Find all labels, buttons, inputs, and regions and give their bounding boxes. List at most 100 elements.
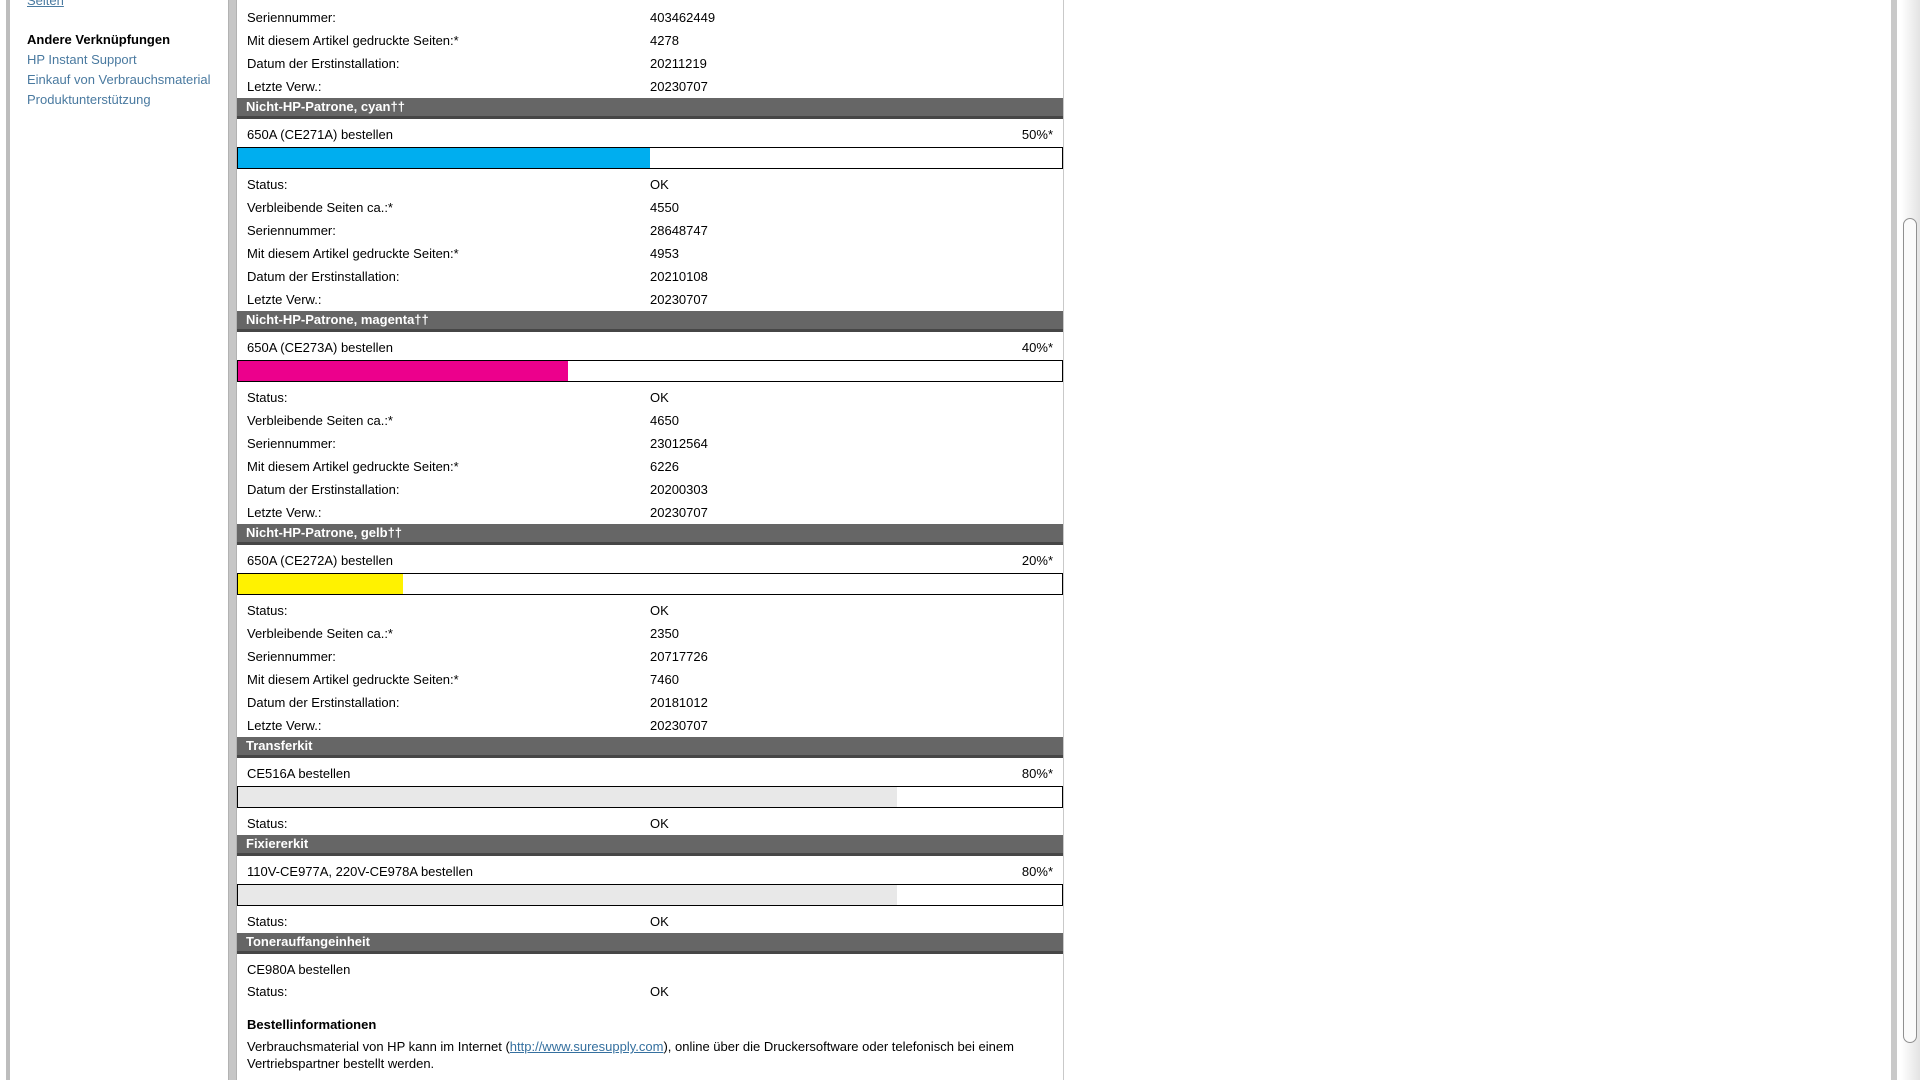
- detail-label: Datum der Erstinstallation:: [247, 269, 400, 284]
- sidebar-item-produktunterstuetzung[interactable]: Produktunterstützung: [27, 92, 151, 107]
- detail-value: 20230707: [650, 505, 708, 520]
- level-bar-fill: [238, 574, 403, 594]
- level-percent: 80%*: [1021, 864, 1053, 879]
- sidebar-item-einkauf-verbrauchsmaterial[interactable]: Einkauf von Verbrauchsmaterial: [27, 72, 211, 87]
- detail-label: Letzte Verw.:: [247, 292, 322, 307]
- order-label: 650A (CE271A) bestellen: [247, 127, 393, 142]
- detail-row: Mit diesem Artikel gedruckte Seiten:* 62…: [237, 455, 1063, 478]
- detail-row: Datum der Erstinstallation: 20210108: [237, 265, 1063, 288]
- detail-rows: Status: OK: [237, 910, 1063, 933]
- detail-label: Status:: [247, 390, 288, 405]
- section-header: Nicht-HP-Patrone, cyan††: [237, 98, 1063, 119]
- detail-value: 4953: [650, 246, 679, 261]
- sidebar-section-title: Andere Verknüpfungen: [27, 32, 171, 47]
- detail-label: Seriennummer:: [247, 649, 336, 664]
- supply-section: Nicht-HP-Patrone, cyan†† 650A (CE271A) b…: [237, 98, 1063, 311]
- order-row: CE980A bestellen: [237, 954, 1063, 980]
- detail-label: Letzte Verw.:: [247, 79, 322, 94]
- scrollbar-thumb[interactable]: [1903, 218, 1917, 1043]
- detail-row: Datum der Erstinstallation: 20181012: [237, 691, 1063, 714]
- detail-value: 20717726: [650, 649, 708, 664]
- detail-value: OK: [650, 984, 669, 999]
- detail-row: Mit diesem Artikel gedruckte Seiten:* 49…: [237, 242, 1063, 265]
- detail-value: 4278: [650, 33, 679, 48]
- detail-row: Verbleibende Seiten ca.:* 4550: [237, 196, 1063, 219]
- detail-value: 403462449: [650, 10, 716, 25]
- detail-label: Seriennummer:: [247, 10, 336, 25]
- level-bar-fill: [238, 787, 898, 807]
- detail-value: 20211219: [650, 56, 707, 71]
- detail-label: Datum der Erstinstallation:: [247, 56, 400, 71]
- detail-row: Letzte Verw.: 20230707: [237, 714, 1063, 737]
- order-label: 650A (CE273A) bestellen: [247, 340, 393, 355]
- level-bar-fill: [238, 148, 650, 168]
- detail-label: Status:: [247, 603, 288, 618]
- detail-label: Seriennummer:: [247, 223, 336, 238]
- detail-label: Letzte Verw.:: [247, 718, 322, 733]
- sidebar-item-hp-instant-support[interactable]: HP Instant Support: [27, 52, 137, 67]
- supply-section: Fixiererkit 110V-CE977A, 220V-CE978A bes…: [237, 835, 1063, 933]
- detail-label: Letzte Verw.:: [247, 505, 322, 520]
- order-label: CE980A bestellen: [247, 962, 351, 977]
- order-info-pre: Verbrauchsmaterial von HP kann im Intern…: [247, 1039, 510, 1054]
- detail-row: Seriennummer: 403462449: [237, 6, 1063, 29]
- sidebar-item-seiten[interactable]: Seiten: [27, 0, 64, 8]
- detail-row: Datum der Erstinstallation: 20200303: [237, 478, 1063, 501]
- detail-value: 20230707: [650, 718, 708, 733]
- detail-row: Letzte Verw.: 20230707: [237, 501, 1063, 524]
- detail-row: Seriennummer: 20717726: [237, 645, 1063, 668]
- detail-value: OK: [650, 816, 669, 831]
- detail-label: Mit diesem Artikel gedruckte Seiten:*: [247, 672, 459, 687]
- section-header: Transferkit: [237, 737, 1063, 758]
- detail-row: Seriennummer: 28648747: [237, 219, 1063, 242]
- detail-row: Status: OK: [237, 386, 1063, 409]
- order-label: CE516A bestellen: [247, 766, 351, 781]
- detail-label: Seriennummer:: [247, 436, 336, 451]
- detail-rows: Status: OK Verbleibende Seiten ca.:* 465…: [237, 386, 1063, 524]
- level-percent: 20%*: [1021, 553, 1053, 568]
- detail-row: Verbleibende Seiten ca.:* 4650: [237, 409, 1063, 432]
- detail-rows: Status: OK: [237, 812, 1063, 835]
- detail-label: Mit diesem Artikel gedruckte Seiten:*: [247, 459, 459, 474]
- detail-row: Verbleibende Seiten ca.:* 2350: [237, 622, 1063, 645]
- detail-value: OK: [650, 603, 669, 618]
- detail-rows: Status: OK: [237, 980, 1063, 1003]
- detail-row: Mit diesem Artikel gedruckte Seiten:* 74…: [237, 668, 1063, 691]
- detail-value: 7460: [650, 672, 679, 687]
- detail-label: Status:: [247, 177, 288, 192]
- order-info-title: Bestellinformationen: [247, 1017, 377, 1032]
- supply-section: Tonerauffangeinheit CE980A bestellen Sta…: [237, 933, 1063, 1003]
- detail-label: Mit diesem Artikel gedruckte Seiten:*: [247, 246, 459, 261]
- detail-row: Letzte Verw.: 20230707: [237, 75, 1063, 98]
- detail-value: OK: [650, 390, 669, 405]
- supply-sections: Seriennummer: 403462449 Mit diesem Artik…: [237, 6, 1063, 1003]
- detail-label: Status:: [247, 984, 288, 999]
- level-bar: [237, 786, 1063, 808]
- window-left-border: [6, 0, 10, 1080]
- order-row: 650A (CE271A) bestellen 50%*: [237, 119, 1063, 145]
- detail-value: OK: [650, 914, 669, 929]
- vertical-scrollbar[interactable]: [1901, 0, 1920, 1080]
- frame-divider: [228, 0, 237, 1080]
- level-percent: 40%*: [1021, 340, 1053, 355]
- detail-row: Status: OK: [237, 910, 1063, 933]
- order-row: 110V-CE977A, 220V-CE978A bestellen 80%*: [237, 856, 1063, 882]
- detail-row: Mit diesem Artikel gedruckte Seiten:* 42…: [237, 29, 1063, 52]
- supply-section: Seriennummer: 403462449 Mit diesem Artik…: [237, 6, 1063, 98]
- detail-value: 2350: [650, 626, 679, 641]
- section-header: Nicht-HP-Patrone, gelb††: [237, 524, 1063, 545]
- detail-row: Status: OK: [237, 173, 1063, 196]
- detail-value: OK: [650, 177, 669, 192]
- detail-row: Datum der Erstinstallation: 20211219: [237, 52, 1063, 75]
- suresupply-link[interactable]: http://www.suresupply.com: [509, 1039, 664, 1054]
- detail-value: 4550: [650, 200, 679, 215]
- order-label: 110V-CE977A, 220V-CE978A bestellen: [247, 864, 473, 879]
- section-header: Tonerauffangeinheit: [237, 933, 1063, 954]
- detail-value: 23012564: [650, 436, 708, 451]
- level-bar: [237, 573, 1063, 595]
- detail-value: 20210108: [650, 269, 708, 284]
- detail-label: Mit diesem Artikel gedruckte Seiten:*: [247, 33, 459, 48]
- detail-value: 20230707: [650, 292, 708, 307]
- detail-row: Status: OK: [237, 980, 1063, 1003]
